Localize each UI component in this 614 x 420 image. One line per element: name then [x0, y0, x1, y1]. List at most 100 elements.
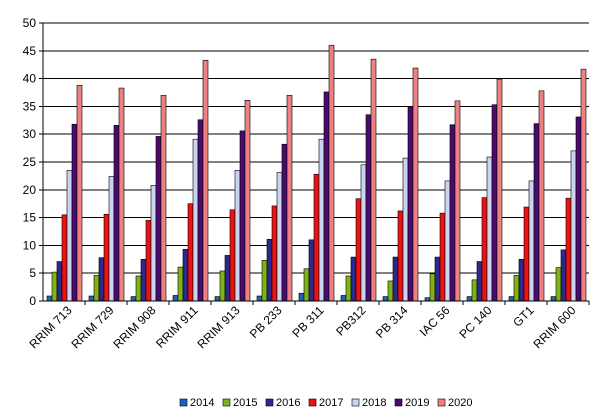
bar-2019: [491, 104, 498, 302]
y-tick-label: 25: [23, 155, 37, 169]
bar-2014: [256, 295, 263, 302]
bar-2017: [523, 206, 530, 302]
bar-2014: [214, 296, 221, 302]
x-tick-label: PB312: [333, 303, 369, 339]
bar-2016: [266, 238, 273, 302]
bar-2014: [46, 295, 53, 302]
legend-label: 2019: [405, 397, 429, 409]
bar-2019: [113, 125, 120, 302]
bar-2016: [224, 255, 231, 302]
bar-2017: [439, 212, 446, 302]
legend-swatch: [437, 398, 446, 407]
bar-2014: [424, 297, 431, 302]
bar-2018: [234, 170, 241, 302]
legend-label: 2014: [190, 397, 214, 409]
bar-2015: [261, 260, 268, 302]
legend-swatch: [222, 398, 231, 407]
bar-2019: [533, 123, 540, 302]
x-tick-label: PB 233: [247, 303, 285, 341]
bar-2019: [323, 91, 330, 302]
y-tick-label: 45: [23, 44, 37, 58]
x-tick-label: PB 311: [290, 303, 327, 340]
y-tick-label: 30: [23, 127, 37, 141]
bar-2020: [286, 94, 293, 302]
gridlines: [43, 22, 589, 274]
bar-2015: [387, 280, 394, 302]
legend-label: 2020: [448, 397, 472, 409]
legend-swatch: [351, 398, 360, 407]
bar-2018: [360, 164, 367, 302]
legend-swatch: [265, 398, 274, 407]
bar-2019: [407, 106, 414, 302]
bar-2019: [239, 130, 246, 302]
bar-2018: [150, 185, 157, 302]
bar-2015: [429, 273, 436, 302]
bar-2016: [182, 248, 189, 302]
bar-2016: [350, 256, 357, 302]
bar-2016: [476, 261, 483, 302]
bar-2017: [229, 209, 236, 302]
bar-2016: [392, 256, 399, 302]
bar-2019: [449, 124, 456, 302]
bar-2017: [313, 173, 320, 302]
bar-2017: [565, 197, 572, 302]
y-tick-label: 20: [23, 183, 37, 197]
bar-2019: [365, 114, 372, 302]
bar-2015: [93, 275, 100, 302]
x-tick-label: RRIM 713: [27, 303, 75, 351]
bar-2020: [370, 58, 377, 302]
bar-2015: [471, 279, 478, 302]
bar-2015: [135, 275, 142, 302]
bar-2017: [103, 213, 110, 302]
bar-2018: [528, 180, 535, 302]
legend-label: 2016: [276, 397, 300, 409]
bar-2015: [219, 270, 226, 302]
y-tick-label: 40: [23, 72, 37, 86]
x-tick-label: PC 140: [456, 303, 494, 341]
bar-2020: [202, 59, 209, 302]
x-tick-label: RRIM 600: [531, 303, 579, 351]
bar-2014: [340, 295, 347, 302]
x-tick-label: PB 314: [373, 303, 411, 341]
bar-2015: [51, 271, 58, 302]
bar-2020: [496, 78, 503, 302]
legend-label: 2015: [233, 397, 257, 409]
bar-2016: [98, 257, 105, 302]
bar-2018: [192, 138, 199, 302]
bar-2015: [345, 275, 352, 302]
bar-2014: [466, 296, 473, 302]
bar-2014: [88, 295, 95, 302]
x-tick-label: IAC 56: [417, 303, 453, 339]
bar-2017: [271, 205, 278, 302]
bar-2016: [434, 256, 441, 302]
x-tick-label: GT1: [510, 303, 537, 330]
x-tick-label: RRIM 911: [153, 303, 201, 351]
bar-2018: [108, 176, 115, 302]
bar-2018: [444, 180, 451, 302]
bar-2015: [555, 267, 562, 302]
bar-2014: [172, 295, 179, 302]
bar-2017: [397, 210, 404, 302]
y-tick-label: 35: [23, 99, 37, 113]
bar-2016: [560, 249, 567, 302]
bar-2020: [328, 44, 335, 302]
bar-2019: [575, 116, 582, 302]
bar-2020: [160, 94, 167, 302]
bar-2014: [298, 292, 305, 302]
bar-2016: [308, 239, 315, 302]
bar-2014: [382, 296, 389, 302]
bar-2018: [402, 157, 409, 302]
bar-2017: [61, 214, 68, 302]
bar-2014: [550, 296, 557, 302]
y-tick-label: 5: [29, 266, 36, 280]
bar-2019: [197, 119, 204, 302]
bar-2014: [130, 296, 137, 302]
bar-2016: [140, 258, 147, 302]
x-tick-label: RRIM 913: [195, 303, 243, 351]
bar-2018: [66, 170, 73, 302]
legend-label: 2018: [362, 397, 386, 409]
bar-2020: [412, 67, 419, 302]
bar-2015: [177, 266, 184, 302]
bars: [46, 44, 587, 302]
